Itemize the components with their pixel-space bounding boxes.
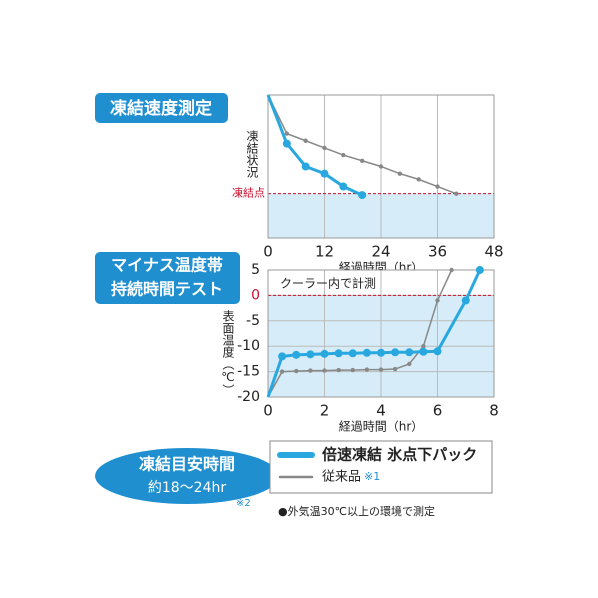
- y-axis-label: 凍結状況: [245, 130, 259, 178]
- legend-label: 従来品: [322, 470, 361, 485]
- data-point: [306, 350, 315, 359]
- data-point: [435, 184, 440, 189]
- data-point: [449, 267, 454, 273]
- x-tick-label: 4: [376, 402, 386, 420]
- x-tick-label: 8: [489, 402, 499, 420]
- title-box: [95, 93, 228, 123]
- legend-mark: ※1: [364, 470, 380, 483]
- data-point: [358, 191, 367, 200]
- y-axis-label: 表面温度（℃）: [221, 310, 235, 396]
- y-tick-label: 0: [251, 287, 260, 303]
- badge: [95, 448, 279, 504]
- data-point: [475, 266, 484, 274]
- title-box: [95, 252, 240, 304]
- chart-title: マイナス温度帯: [111, 256, 223, 275]
- data-point: [378, 367, 384, 372]
- data-point: [301, 162, 310, 171]
- data-point: [292, 350, 301, 359]
- data-point: [377, 348, 385, 357]
- plot-border: [267, 269, 495, 398]
- badge-subtitle: 約18〜24hr: [148, 480, 227, 496]
- y-tick-label: -20: [237, 389, 260, 405]
- data-point: [278, 352, 287, 361]
- data-point: [392, 366, 398, 372]
- x-tick-label: 6: [433, 402, 443, 420]
- y-tick-label: -5: [246, 313, 260, 329]
- annotation: クーラー内で計測: [280, 276, 376, 291]
- data-point: [362, 348, 371, 357]
- y-tick-label: -10: [237, 338, 260, 354]
- data-point: [407, 361, 412, 367]
- legend: [269, 440, 493, 494]
- data-point: [282, 139, 291, 148]
- data-point: [294, 368, 299, 374]
- x-tick-label: 0: [263, 243, 273, 261]
- footnote: ●外気温30℃以上の環境で測定: [278, 504, 435, 518]
- data-point: [336, 367, 341, 373]
- data-point: [461, 296, 470, 305]
- data-point: [339, 182, 348, 191]
- data-point: [419, 347, 428, 356]
- data-point: [322, 368, 327, 373]
- x-tick-label: 2: [320, 402, 330, 420]
- badge-note: ※2: [236, 498, 251, 509]
- data-point: [405, 348, 414, 357]
- data-point: [397, 171, 403, 176]
- x-tick-label: 36: [428, 243, 447, 261]
- legend-label: 倍速凍結 氷点下パック: [322, 446, 477, 464]
- data-point: [284, 131, 290, 136]
- data-point: [341, 152, 346, 158]
- y-tick-label: -15: [237, 364, 260, 380]
- x-tick-label: 24: [371, 243, 390, 261]
- data-point: [454, 191, 459, 196]
- data-point: [435, 298, 440, 303]
- x-tick-label: 48: [484, 243, 503, 261]
- chart-title: 凍結速度測定: [110, 98, 212, 119]
- x-tick-label: 12: [315, 243, 334, 261]
- y-tick-label: 5: [251, 262, 260, 278]
- data-point: [320, 169, 329, 178]
- data-point: [322, 145, 327, 151]
- data-point: [348, 349, 357, 358]
- data-point: [303, 138, 308, 143]
- data-point: [391, 348, 400, 357]
- data-point: [359, 158, 365, 163]
- reference-label: 凍結点: [232, 186, 265, 200]
- data-point: [320, 349, 329, 358]
- data-point: [421, 344, 426, 349]
- data-point: [364, 367, 370, 372]
- badge-title: 凍結目安時間: [139, 455, 235, 474]
- plot-border: [267, 94, 495, 239]
- chart-title: 持続時間テスト: [111, 280, 223, 299]
- data-point: [350, 367, 355, 373]
- data-point: [433, 347, 442, 356]
- data-point: [378, 164, 384, 169]
- x-axis-label: 経過時間（hr）: [339, 420, 424, 434]
- x-tick-label: 0: [263, 402, 273, 420]
- data-point: [308, 368, 313, 373]
- data-point: [279, 369, 285, 374]
- data-point: [334, 349, 343, 358]
- data-point: [416, 177, 421, 182]
